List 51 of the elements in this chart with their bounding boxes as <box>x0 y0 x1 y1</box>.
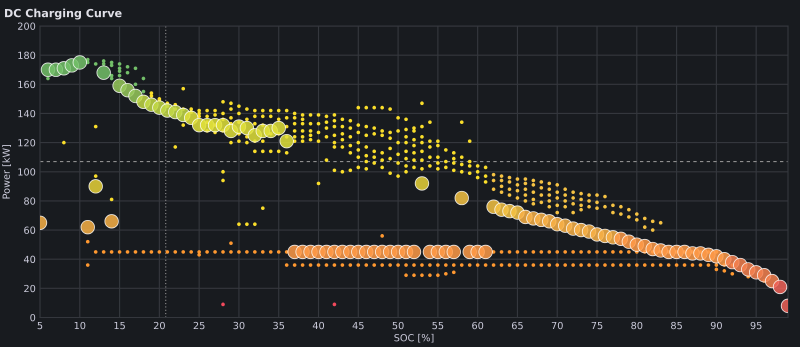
y-tick-label: 140 <box>18 110 36 118</box>
point <box>110 64 114 68</box>
x-tick-label: 10 <box>74 322 86 330</box>
x-tick-label: 85 <box>671 322 682 330</box>
x-tick-label: 45 <box>352 322 364 330</box>
x-tick-label: 20 <box>154 322 165 330</box>
y-axis-title: Power [kW] <box>2 144 11 198</box>
point <box>46 76 50 80</box>
point <box>102 62 106 66</box>
chart-title: DC Charging Curve <box>5 8 122 20</box>
y-tick-label: 180 <box>18 52 36 60</box>
x-tick-label: 50 <box>392 322 404 330</box>
y-tick-label: 40 <box>24 256 36 264</box>
point <box>110 76 114 80</box>
point <box>118 69 122 74</box>
point <box>118 74 122 78</box>
x-tick-label: 55 <box>432 322 444 330</box>
y-tick-label: 120 <box>18 139 36 146</box>
y-tick-label: 80 <box>24 197 36 205</box>
point <box>332 302 336 306</box>
point <box>221 302 225 306</box>
x-tick-label: 60 <box>472 322 484 330</box>
point <box>134 66 138 70</box>
x-tick-label: 90 <box>710 322 722 330</box>
x-tick-label: 75 <box>592 322 602 330</box>
y-tick-label: 100 <box>18 168 36 176</box>
y-tick-label: 160 <box>18 80 36 88</box>
x-axis-title: SOC [%] <box>394 334 434 343</box>
y-tick-label: 20 <box>24 284 36 292</box>
point <box>94 62 98 66</box>
point <box>126 70 130 74</box>
point <box>142 76 146 80</box>
point <box>118 62 122 66</box>
x-tick-label: 95 <box>750 322 762 330</box>
y-tick-label: 200 <box>18 22 36 30</box>
x-tick-label: 40 <box>312 322 324 330</box>
x-tick-label: 5 <box>38 322 42 330</box>
y-tick-label: 60 <box>24 226 36 234</box>
point <box>142 90 146 94</box>
x-tick-label: 70 <box>552 322 563 330</box>
x-tick-label: 15 <box>114 322 125 330</box>
x-tick-label: 80 <box>631 322 642 330</box>
point <box>118 66 122 70</box>
y-tick-label: 0 <box>30 314 36 322</box>
x-tick-label: 30 <box>233 322 244 330</box>
x-tick-label: 25 <box>194 322 204 330</box>
point <box>126 64 130 69</box>
x-tick-label: 35 <box>273 322 284 330</box>
point <box>134 82 138 86</box>
x-tick-label: 65 <box>512 322 523 330</box>
point <box>110 60 114 64</box>
